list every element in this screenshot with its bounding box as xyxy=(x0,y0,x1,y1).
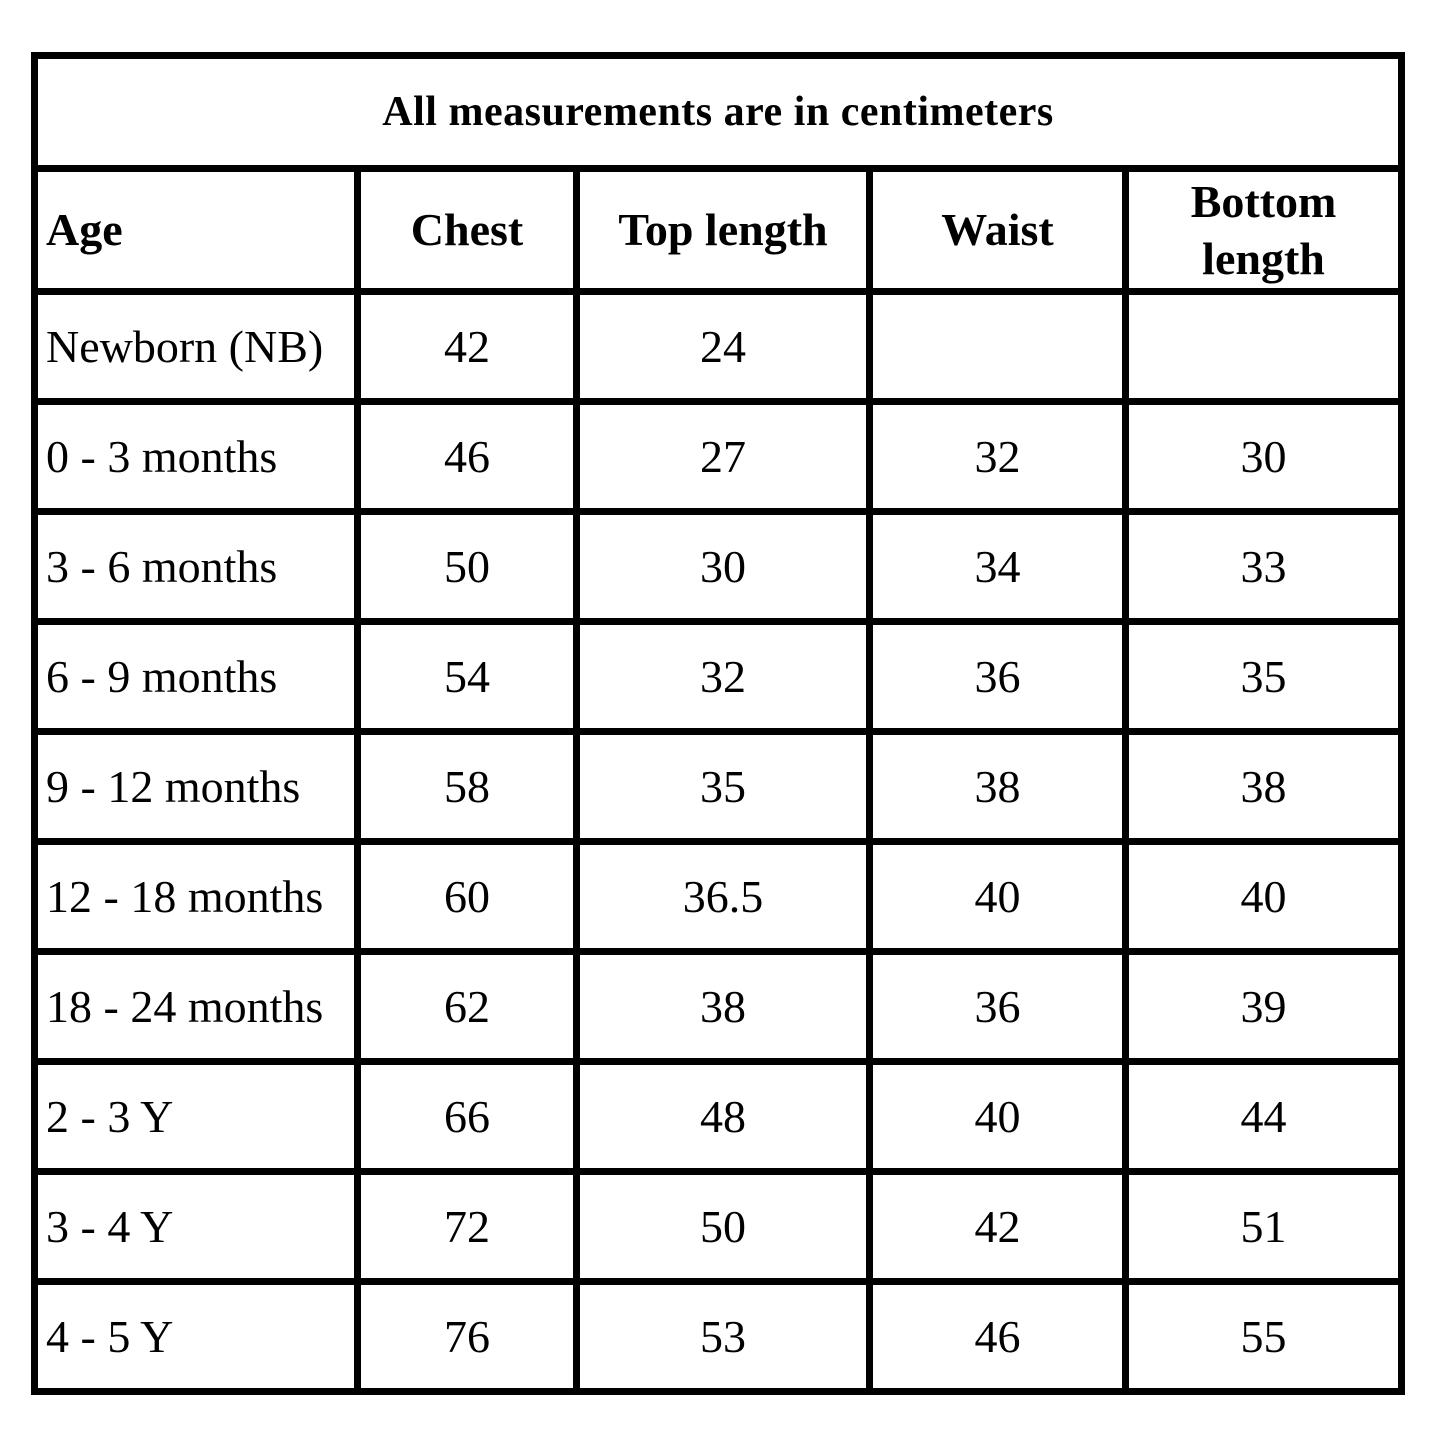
waist-cell: 38 xyxy=(866,728,1129,845)
chest-cell: 58 xyxy=(354,728,580,845)
waist-cell: 34 xyxy=(866,508,1129,625)
bottom-length-cell: 44 xyxy=(1121,1058,1406,1175)
chest-cell: 50 xyxy=(354,508,580,625)
chest-cell: 66 xyxy=(354,1058,580,1175)
table-row: 3 - 4 Y 72 50 42 51 xyxy=(31,1168,1406,1285)
age-cell: Newborn (NB) xyxy=(31,288,361,405)
waist-cell: 36 xyxy=(866,618,1129,735)
column-header-age: Age xyxy=(31,165,361,295)
age-cell: 9 - 12 months xyxy=(31,728,361,845)
table-title: All measurements are in centimeters xyxy=(30,52,1406,172)
waist-cell: 32 xyxy=(866,398,1129,515)
table-row: 0 - 3 months 46 27 32 30 xyxy=(31,398,1406,515)
table-row: 3 - 6 months 50 30 34 33 xyxy=(31,508,1406,625)
bottom-length-cell: 40 xyxy=(1121,838,1406,955)
table-row: 2 - 3 Y 66 48 40 44 xyxy=(31,1058,1406,1175)
size-chart-table: All measurements are in centimeters Age … xyxy=(30,52,1406,1395)
table-row: 9 - 12 months 58 35 38 38 xyxy=(31,728,1406,845)
table-row: 4 - 5 Y 76 53 46 55 xyxy=(31,1278,1406,1395)
title-row: All measurements are in centimeters xyxy=(30,52,1406,172)
table-row: Newborn (NB) 42 24 xyxy=(31,288,1406,405)
top-length-cell: 35 xyxy=(573,728,873,845)
chest-cell: 76 xyxy=(354,1278,580,1395)
waist-cell xyxy=(866,288,1129,405)
chest-cell: 42 xyxy=(354,288,580,405)
bottom-length-cell: 51 xyxy=(1121,1168,1406,1285)
column-header-waist: Waist xyxy=(866,165,1129,295)
age-cell: 6 - 9 months xyxy=(31,618,361,735)
waist-cell: 46 xyxy=(866,1278,1129,1395)
column-header-top-length: Top length xyxy=(573,165,873,295)
chest-cell: 54 xyxy=(354,618,580,735)
age-cell: 3 - 6 months xyxy=(31,508,361,625)
top-length-cell: 36.5 xyxy=(573,838,873,955)
waist-cell: 36 xyxy=(866,948,1129,1065)
top-length-cell: 27 xyxy=(573,398,873,515)
chest-cell: 60 xyxy=(354,838,580,955)
table-row: 6 - 9 months 54 32 36 35 xyxy=(31,618,1406,735)
age-cell: 0 - 3 months xyxy=(31,398,361,515)
chest-cell: 46 xyxy=(354,398,580,515)
table-row: 18 - 24 months 62 38 36 39 xyxy=(31,948,1406,1065)
bottom-length-cell: 55 xyxy=(1121,1278,1406,1395)
age-cell: 2 - 3 Y xyxy=(31,1058,361,1175)
age-cell: 3 - 4 Y xyxy=(31,1168,361,1285)
chest-cell: 72 xyxy=(354,1168,580,1285)
bottom-length-cell xyxy=(1121,288,1406,405)
top-length-cell: 30 xyxy=(573,508,873,625)
waist-cell: 40 xyxy=(866,1058,1129,1175)
bottom-length-cell: 33 xyxy=(1121,508,1406,625)
top-length-cell: 48 xyxy=(573,1058,873,1175)
top-length-cell: 32 xyxy=(573,618,873,735)
chest-cell: 62 xyxy=(354,948,580,1065)
age-cell: 12 - 18 months xyxy=(31,838,361,955)
header-row: Age Chest Top length Waist Bottom length xyxy=(31,165,1406,295)
age-cell: 18 - 24 months xyxy=(31,948,361,1065)
age-cell: 4 - 5 Y xyxy=(31,1278,361,1395)
top-length-cell: 53 xyxy=(573,1278,873,1395)
top-length-cell: 24 xyxy=(573,288,873,405)
column-header-chest: Chest xyxy=(354,165,580,295)
table-row: 12 - 18 months 60 36.5 40 40 xyxy=(31,838,1406,955)
bottom-length-cell: 30 xyxy=(1121,398,1406,515)
top-length-cell: 50 xyxy=(573,1168,873,1285)
column-header-bottom-length: Bottom length xyxy=(1121,165,1406,295)
bottom-length-cell: 38 xyxy=(1121,728,1406,845)
waist-cell: 40 xyxy=(866,838,1129,955)
bottom-length-cell: 39 xyxy=(1121,948,1406,1065)
bottom-length-cell: 35 xyxy=(1121,618,1406,735)
top-length-cell: 38 xyxy=(573,948,873,1065)
waist-cell: 42 xyxy=(866,1168,1129,1285)
